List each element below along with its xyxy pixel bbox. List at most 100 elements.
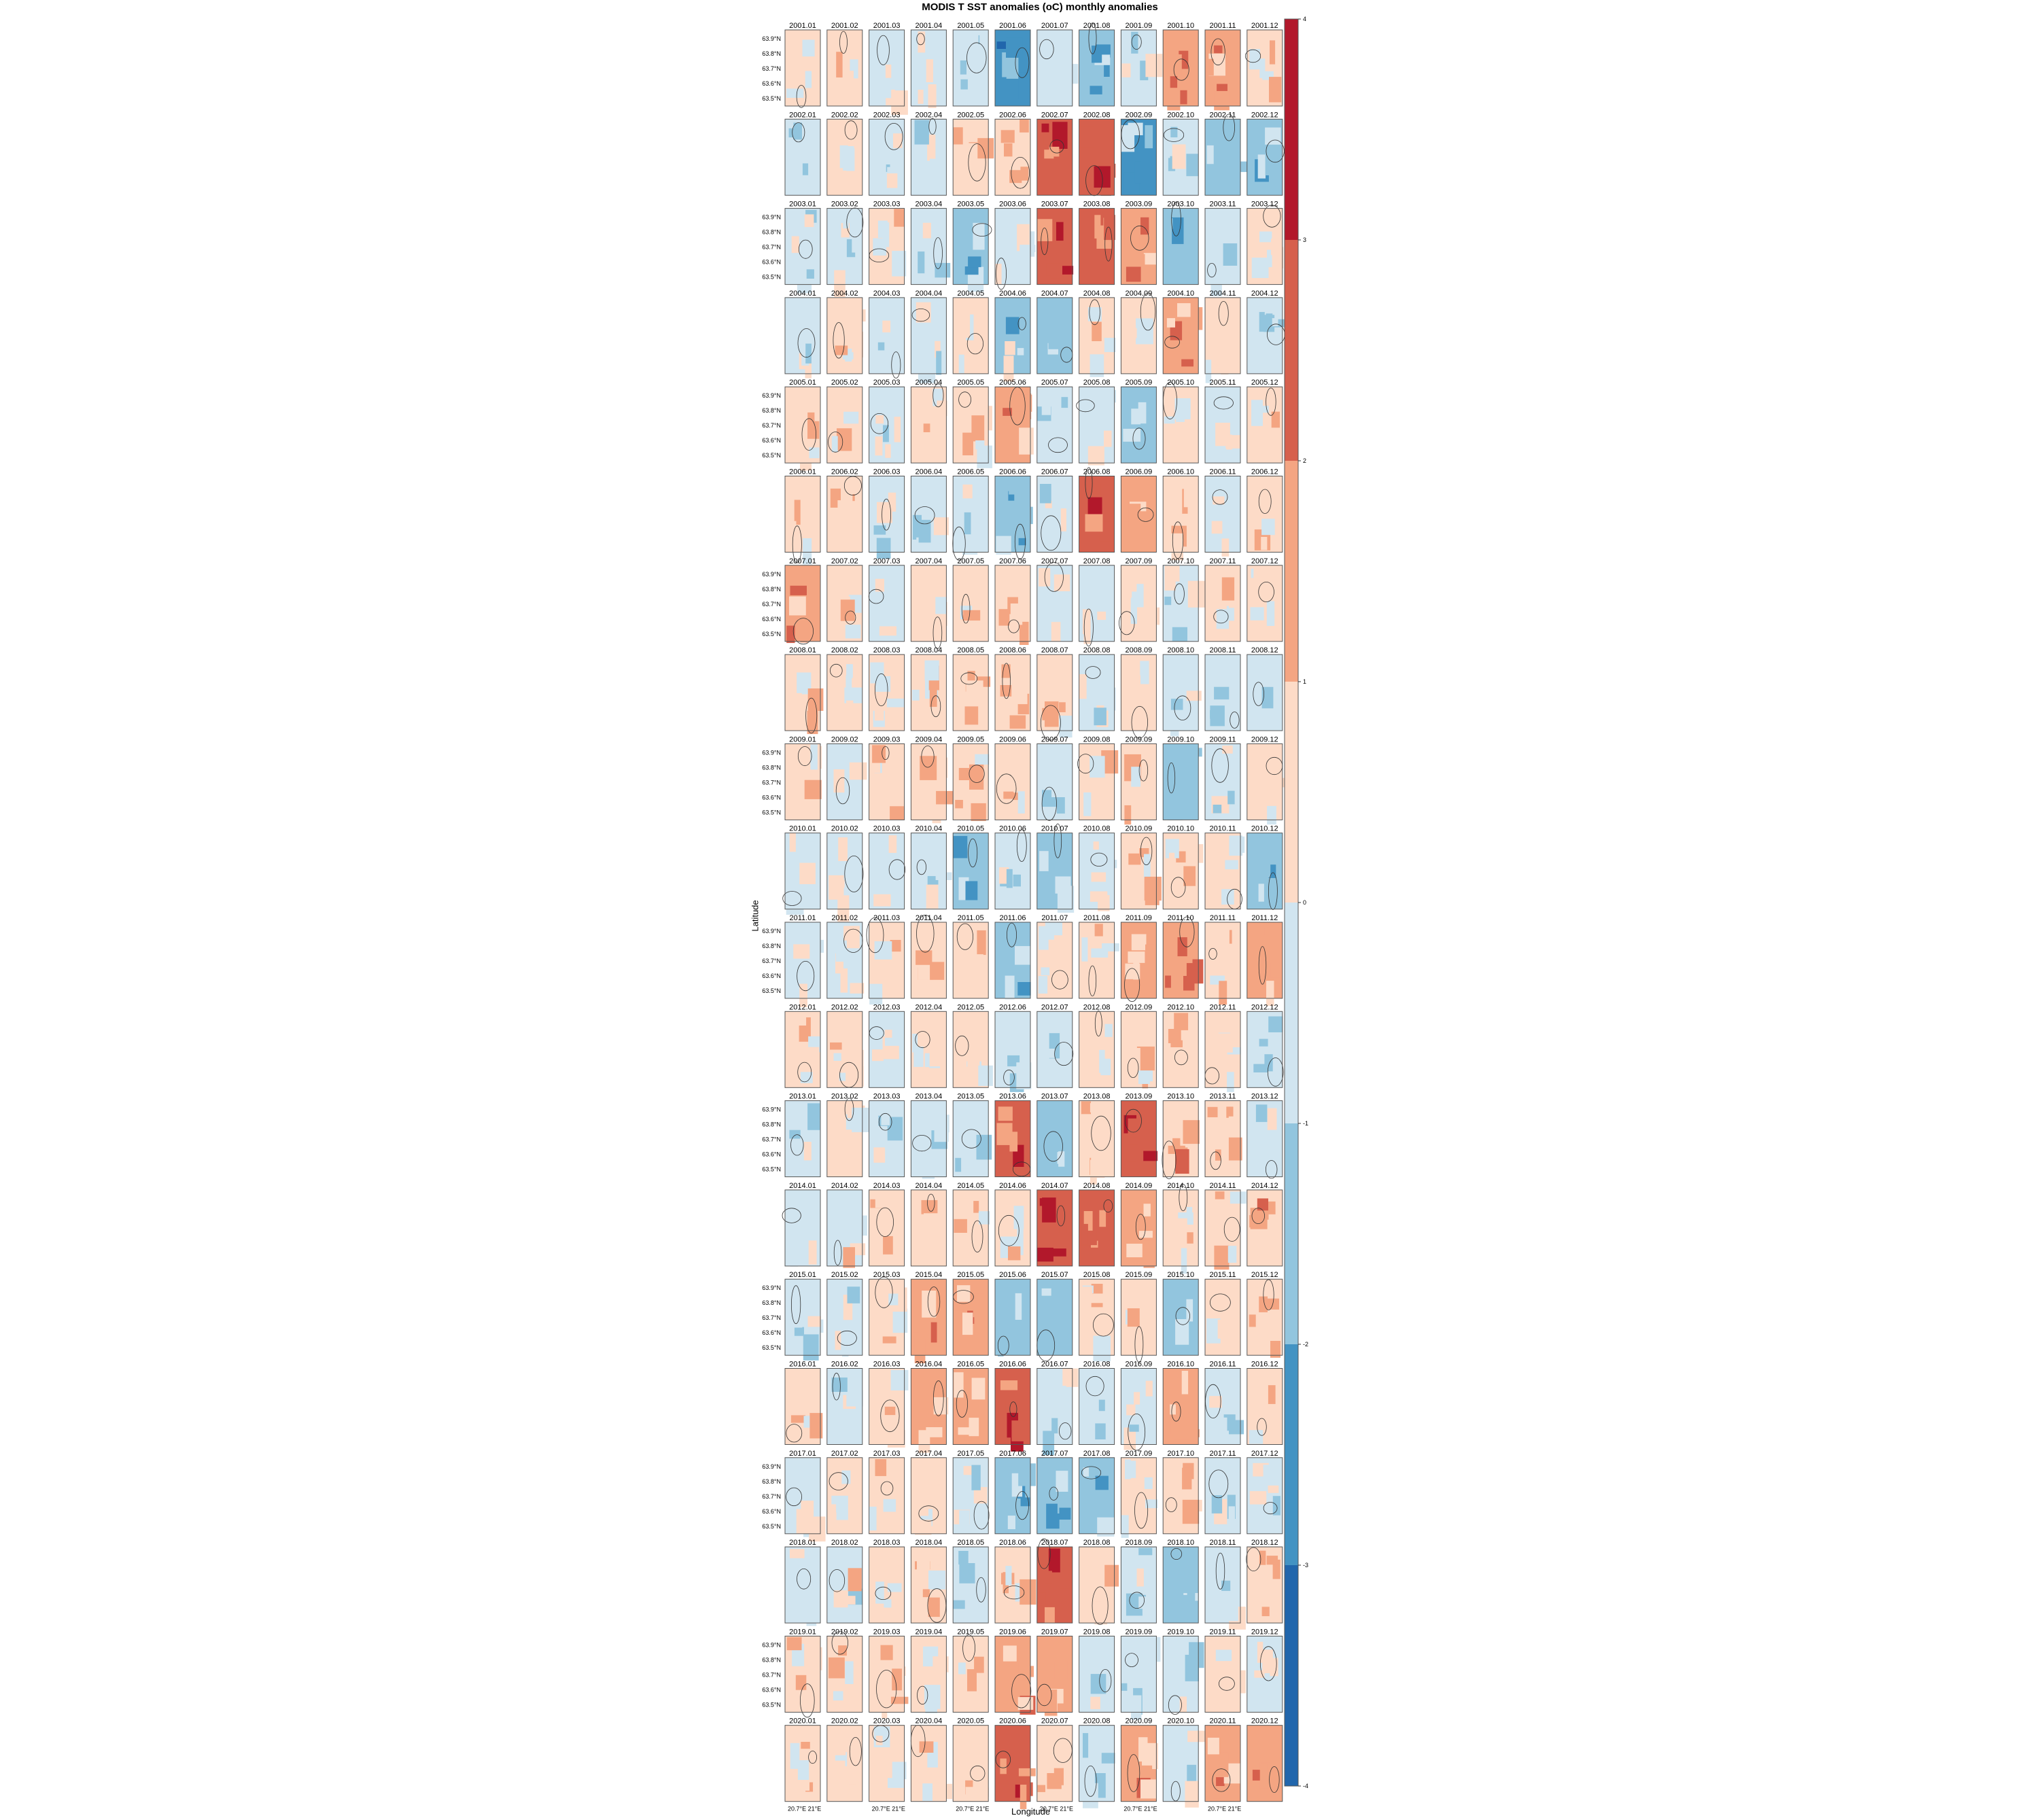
- panel-label: 2010.09: [1126, 825, 1153, 833]
- contour-line: [831, 1631, 849, 1655]
- panel-frame: [1079, 1368, 1115, 1445]
- anomaly-patch: [1038, 517, 1046, 542]
- anomaly-patch: [1018, 1768, 1036, 1777]
- anomaly-patch: [914, 1502, 928, 1516]
- anomaly-patch: [1252, 1770, 1260, 1781]
- panel-frame: [1120, 922, 1157, 999]
- anomaly-patch: [875, 578, 884, 592]
- contour-line: [1213, 396, 1234, 410]
- anomaly-patch: [1037, 219, 1053, 241]
- contour-line: [1213, 610, 1229, 624]
- anomaly-patch: [1186, 1299, 1193, 1322]
- anomaly-patch: [877, 502, 892, 523]
- panel-label: 2010.03: [873, 825, 901, 833]
- anomaly-patch: [842, 750, 860, 758]
- anomaly-patch: [1016, 1062, 1032, 1089]
- panel-frame: [784, 922, 821, 999]
- anomaly-patch: [852, 236, 860, 253]
- anomaly-patch: [1095, 1475, 1109, 1490]
- panel-frame: [1162, 833, 1199, 910]
- panel-label: 2012.06: [999, 1003, 1026, 1011]
- anomaly-patch: [1041, 391, 1051, 415]
- contour-line: [969, 765, 985, 783]
- anomaly-patch: [1174, 656, 1187, 673]
- anomaly-patch: [1037, 592, 1046, 611]
- anomaly-patch: [1226, 434, 1232, 450]
- anomaly-patch: [1044, 150, 1054, 159]
- anomaly-patch: [805, 71, 812, 88]
- anomaly-patch: [1206, 1569, 1219, 1584]
- panel-frame: [1079, 1635, 1115, 1713]
- anomaly-patch: [1005, 1566, 1012, 1586]
- contour-line: [1011, 1674, 1032, 1709]
- anomaly-patch: [1249, 49, 1260, 70]
- anomaly-patch: [1053, 574, 1070, 591]
- panel-frame: [869, 1457, 905, 1535]
- panel-label: 2012.07: [1041, 1003, 1068, 1011]
- anomaly-patch: [1009, 170, 1022, 183]
- panel-label: 2012.10: [1167, 1003, 1194, 1011]
- anomaly-patch: [922, 1291, 937, 1318]
- panel-frame: [1247, 1368, 1283, 1445]
- anomaly-patch: [1090, 354, 1104, 377]
- panel-label: 2016.05: [957, 1361, 984, 1369]
- anomaly-patch: [998, 867, 1009, 884]
- anomaly-patch: [1005, 341, 1015, 355]
- panel-frame: [784, 565, 821, 642]
- contour-line: [1138, 759, 1149, 782]
- panel-label: 2014.11: [1210, 1182, 1236, 1190]
- anomaly-patch: [1260, 406, 1269, 413]
- panel-frame: [1120, 297, 1157, 374]
- anomaly-patch: [846, 675, 852, 690]
- anomaly-patch: [1255, 1104, 1268, 1122]
- panel-frame: [1162, 743, 1199, 820]
- anomaly-patch: [1206, 1318, 1221, 1344]
- anomaly-patch: [1216, 1777, 1225, 1786]
- anomaly-patch: [849, 1049, 864, 1072]
- anomaly-patch: [1103, 1464, 1111, 1473]
- contour-line: [882, 498, 891, 531]
- anomaly-patch: [1181, 1248, 1187, 1274]
- anomaly-patch: [1059, 1507, 1071, 1520]
- contour-line: [961, 1129, 981, 1149]
- anomaly-patch: [843, 217, 849, 229]
- contour-line: [888, 859, 906, 880]
- contour-line: [1251, 1208, 1266, 1224]
- contour-line: [1210, 38, 1225, 66]
- panel-frame: [1079, 1100, 1115, 1178]
- contour-line: [914, 506, 935, 525]
- contour-line: [1088, 965, 1097, 996]
- anomaly-patch: [872, 745, 886, 763]
- contour-line: [1266, 387, 1276, 416]
- anomaly-patch: [879, 1194, 896, 1206]
- panel-frame: [994, 1189, 1031, 1267]
- y-tick-label: 63.7°N: [762, 1136, 781, 1143]
- panel-label: 2007.10: [1167, 557, 1194, 565]
- panel-label: 2004.01: [789, 290, 816, 298]
- anomaly-patch: [1015, 946, 1030, 965]
- anomaly-patch: [837, 705, 848, 727]
- anomaly-patch: [1269, 77, 1282, 103]
- anomaly-patch: [1003, 408, 1012, 416]
- anomaly-patch: [894, 1559, 903, 1579]
- panel-label: 2008.02: [831, 646, 858, 654]
- panel-frame: [994, 1457, 1031, 1535]
- anomaly-patch: [1211, 1495, 1223, 1513]
- panel-frame: [1120, 1189, 1157, 1267]
- anomaly-patch: [1272, 1559, 1280, 1579]
- panel-frame: [1162, 1011, 1199, 1088]
- anomaly-patch: [1081, 937, 1088, 962]
- anomaly-patch: [1121, 1683, 1128, 1691]
- panel-label: 2004.02: [831, 290, 858, 298]
- panel-label: 2007.01: [789, 557, 816, 565]
- anomaly-patch: [1131, 408, 1141, 425]
- panel-frame: [1079, 922, 1115, 999]
- panel-frame: [1120, 743, 1157, 820]
- contour-line: [927, 1193, 935, 1212]
- anomaly-patch: [1131, 934, 1147, 951]
- panel-label: 2010.07: [1041, 825, 1068, 833]
- anomaly-patch: [1222, 746, 1233, 754]
- anomaly-patch: [912, 843, 930, 863]
- anomaly-patch: [799, 178, 805, 192]
